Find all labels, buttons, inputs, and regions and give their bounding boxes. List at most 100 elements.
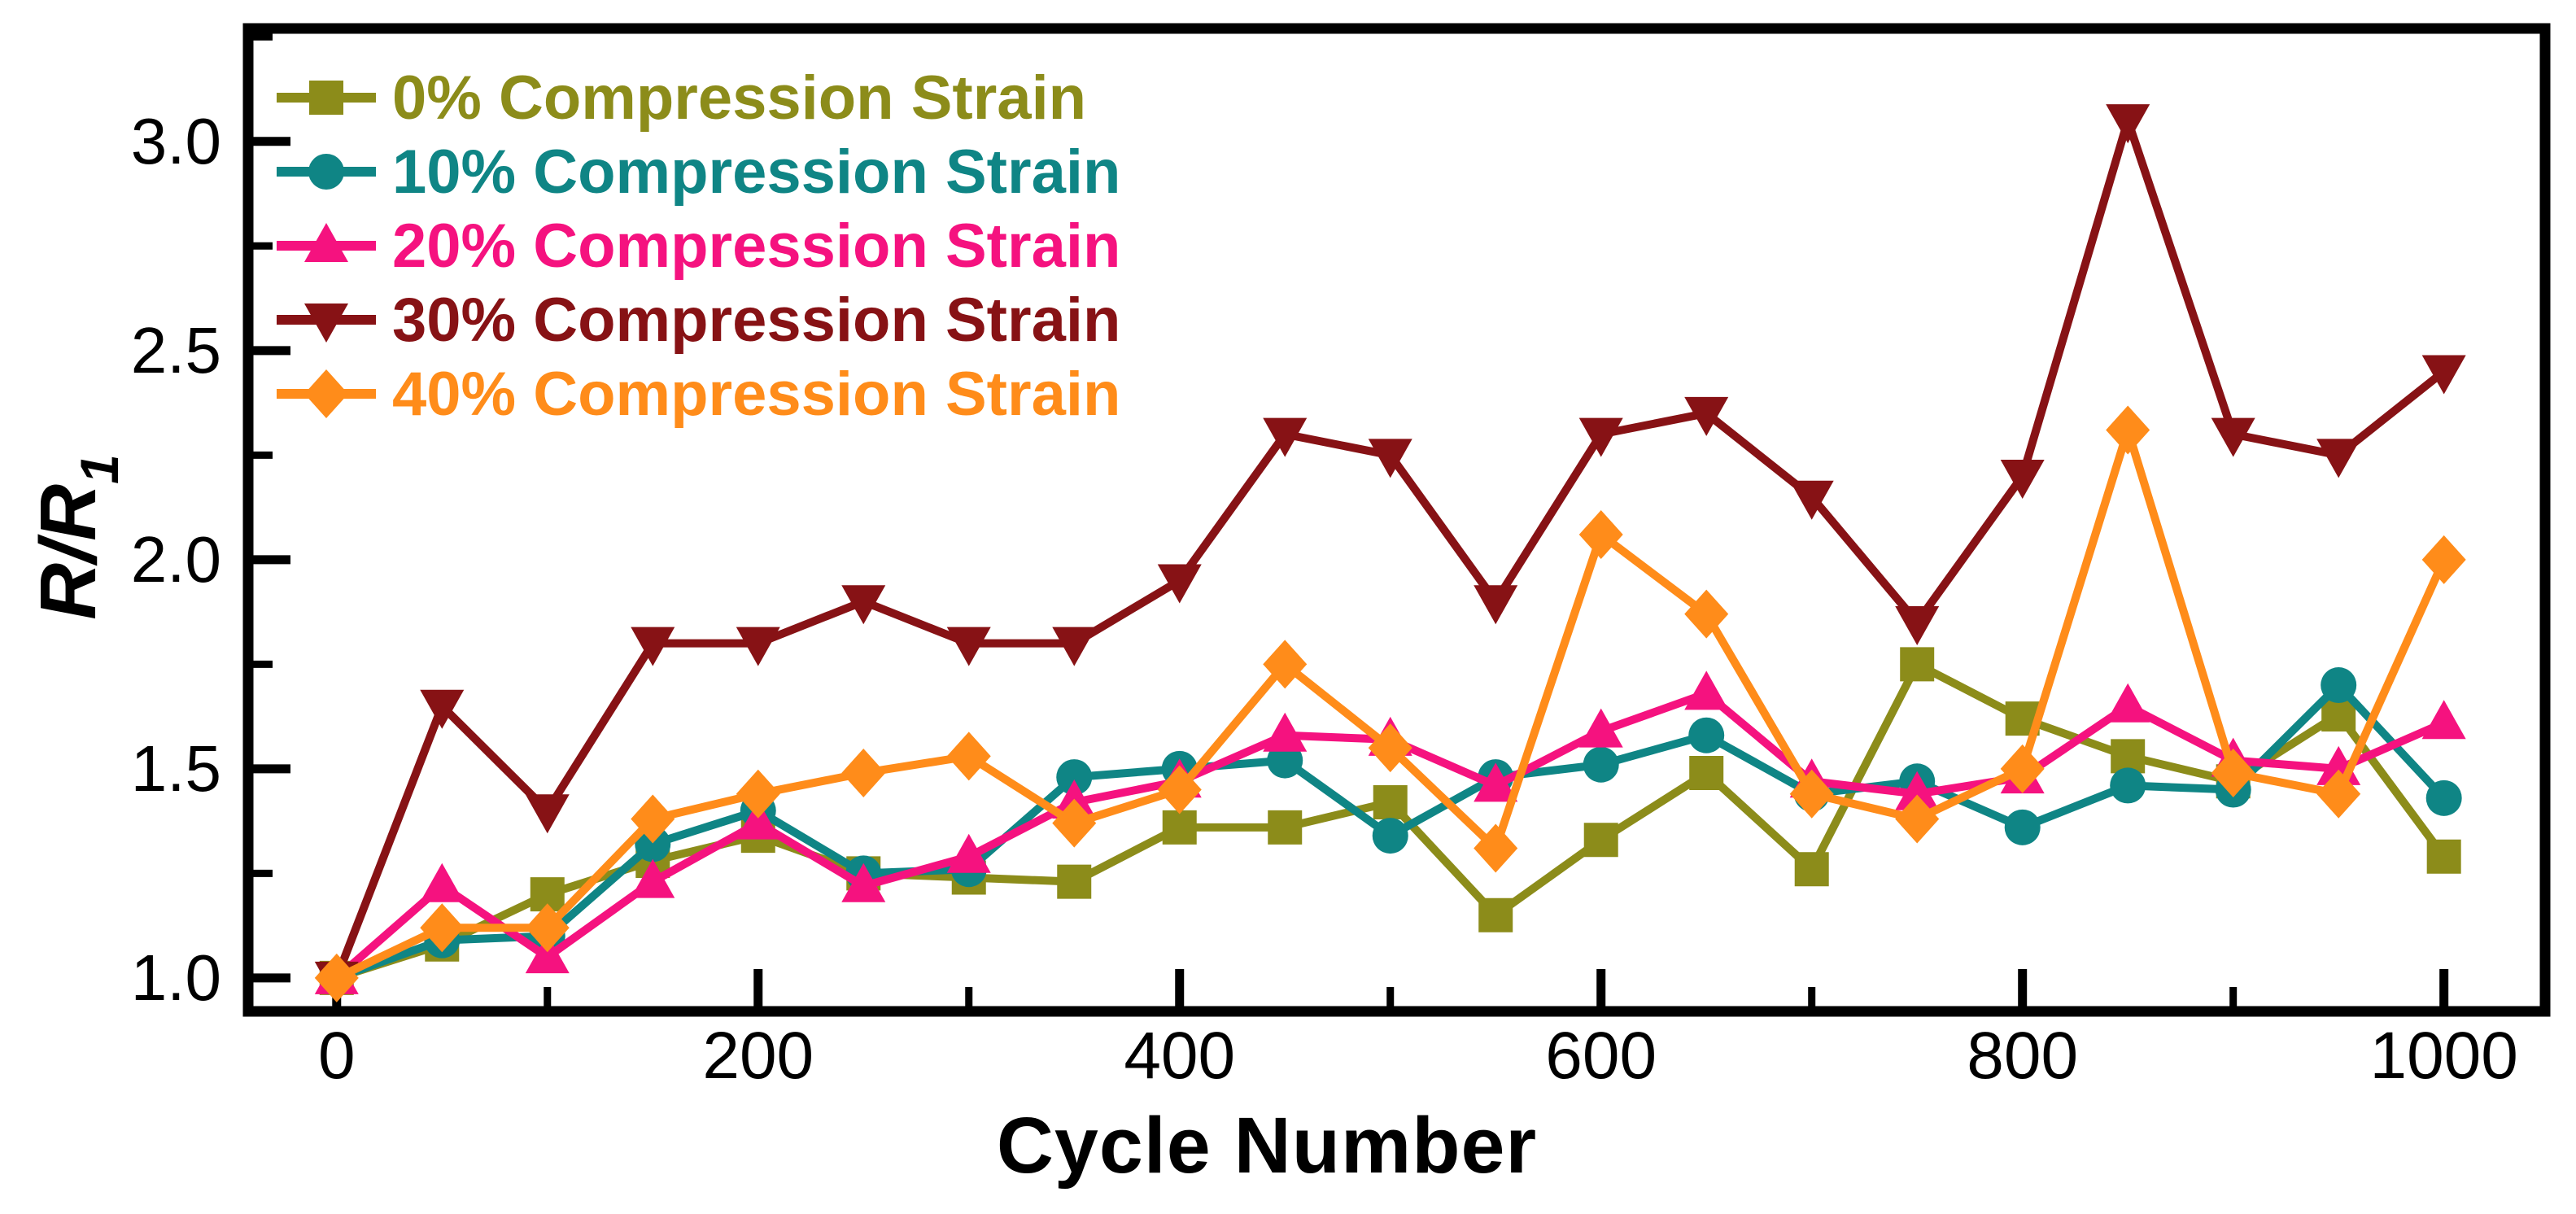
y-tick-label: 2.0 [131, 523, 221, 596]
series-3-marker [736, 627, 780, 666]
series-1-marker [2004, 809, 2041, 845]
series-3-marker [631, 627, 675, 666]
legend-swatch-marker [308, 154, 344, 190]
series-4-marker [1789, 769, 1834, 819]
series-3-marker [1263, 417, 1308, 457]
series-2-marker [1895, 771, 1940, 810]
y-axis-title-main: R/R [24, 483, 112, 620]
series-0-marker [2111, 739, 2146, 774]
series-4-marker [525, 903, 570, 953]
series-1-marker [1688, 717, 1725, 753]
legend-swatch-marker [304, 223, 348, 262]
legend-swatch-marker [304, 304, 348, 343]
y-tick-label: 3.0 [131, 105, 221, 177]
series-1-marker [1372, 818, 1408, 854]
series-3-marker [420, 689, 465, 729]
series-0-marker [1900, 647, 1935, 682]
x-tick-label: 600 [1545, 1019, 1657, 1093]
plot-frame [242, 23, 2551, 1017]
series-4-marker [1052, 798, 1097, 848]
series-3-marker [2316, 439, 2361, 478]
series-2-marker [420, 862, 465, 902]
series-1-marker [2425, 779, 2462, 816]
y-tick-label: 1.0 [131, 941, 221, 1014]
series-2-marker [2106, 683, 2150, 723]
series-4-marker [631, 794, 675, 844]
series-4-marker [2106, 405, 2150, 455]
series-1-marker [1583, 746, 1619, 783]
x-tick-label: 200 [702, 1019, 814, 1093]
x-tick-label: 1000 [2369, 1019, 2517, 1093]
x-axis-title: Cycle Number [996, 1101, 1538, 1190]
series-3-marker [2106, 104, 2150, 144]
series-4-marker [1368, 723, 1412, 773]
series-4-marker [1684, 589, 1729, 639]
legend-item-label: 0% Compression Strain [392, 63, 1086, 133]
series-3-marker [841, 585, 886, 625]
series-4-marker [1157, 765, 1202, 814]
series-2-marker [1474, 762, 1518, 802]
legend-item-label: 40% Compression Strain [392, 360, 1120, 429]
series-3-marker [2000, 460, 2045, 500]
series-2-marker [841, 862, 886, 902]
series-3-marker [1684, 396, 1729, 436]
series-0-marker [1268, 810, 1303, 845]
series-3-marker [1368, 439, 1412, 478]
x-tick-label: 800 [1967, 1019, 2078, 1093]
series-0-marker [2321, 697, 2356, 732]
series-4-marker [2421, 535, 2466, 584]
y-axis-title: R/R1 [23, 454, 129, 620]
series-3-marker [1052, 627, 1097, 666]
legend-swatch-marker [309, 81, 343, 115]
legend-item-label: 20% Compression Strain [392, 212, 1120, 281]
series-2-marker [1578, 708, 1623, 748]
legend-item-label: 30% Compression Strain [392, 286, 1120, 355]
series-2-marker [1263, 712, 1308, 752]
series-2-marker [525, 934, 570, 974]
series-0-marker [530, 877, 565, 912]
series-1-marker [635, 826, 671, 862]
series-0-marker [1583, 823, 1618, 858]
series-4-marker [946, 731, 991, 781]
series-4-marker [1263, 640, 1308, 689]
series-0-marker [1794, 852, 1829, 887]
series-0-marker [2426, 839, 2461, 874]
series-4-marker [736, 769, 780, 819]
series-0-marker [1057, 864, 1092, 899]
legend-item-label: 10% Compression Strain [392, 138, 1120, 207]
series-1-marker [2321, 667, 2357, 704]
y-tick-label: 2.5 [131, 314, 221, 386]
series-4-marker [841, 748, 886, 797]
series-0-marker [1162, 810, 1197, 845]
y-tick-label: 1.5 [131, 732, 221, 805]
series-4-marker [420, 903, 465, 953]
series-3-marker [1578, 417, 1623, 457]
series-4-marker [1578, 509, 1623, 559]
series-4-marker [2211, 748, 2255, 797]
series-3-marker [1157, 564, 1202, 604]
series-0-marker [1478, 897, 1513, 932]
series-2-marker [1684, 670, 1729, 710]
series-4-marker [1474, 823, 1518, 873]
series-2-marker [946, 833, 991, 873]
series-4-marker [314, 953, 359, 1002]
series-3-marker [1789, 480, 1834, 520]
series-3-marker [2211, 417, 2255, 457]
series-3-marker [2421, 355, 2466, 395]
legend-swatch-marker [304, 369, 348, 418]
series-3-marker [946, 627, 991, 666]
series-4-marker [1895, 794, 1940, 844]
series-2-marker [736, 800, 780, 840]
series-3-marker [1895, 605, 1940, 645]
series-0-marker [2005, 701, 2040, 736]
y-axis-title-subscript: 1 [69, 454, 129, 484]
series-2-marker [2421, 700, 2466, 740]
series-4-marker [2316, 769, 2361, 819]
series-1-marker [1056, 759, 1093, 796]
series-0-marker [1373, 784, 1408, 819]
series-2-marker [631, 858, 675, 898]
series-3-marker [1474, 585, 1518, 625]
x-tick-label: 400 [1124, 1019, 1235, 1093]
x-tick-label: 0 [318, 1019, 356, 1093]
